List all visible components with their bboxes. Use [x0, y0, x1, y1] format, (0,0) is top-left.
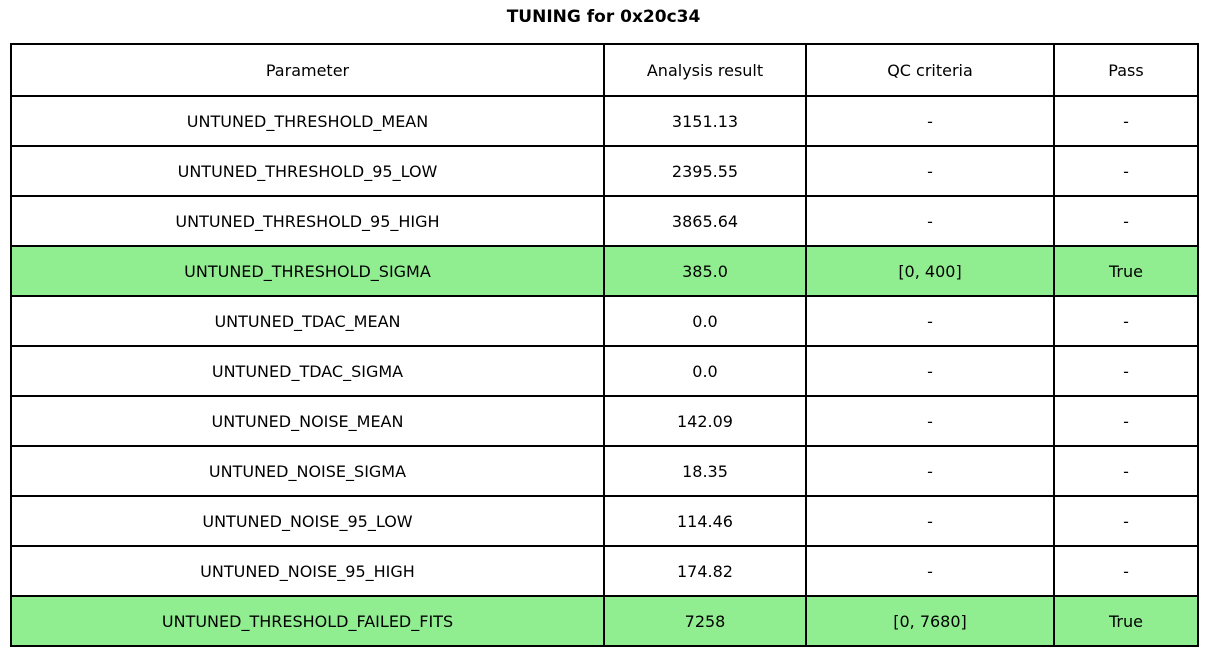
qc-criteria-cell: - — [805, 95, 1055, 147]
table-row: UNTUNED_NOISE_95_LOW 114.46- - — [10, 495, 1199, 547]
parameter-cell: UNTUNED_TDAC_MEAN — [10, 295, 605, 347]
pass-cell: - — [1053, 345, 1199, 397]
table-row: UNTUNED_NOISE_95_HIGH 174.82- - — [10, 545, 1199, 597]
qc-criteria-cell: - — [805, 295, 1055, 347]
analysis-result-cell: 2395.55 — [603, 145, 807, 197]
pass-cell: True — [1053, 245, 1199, 297]
analysis-result-cell: 3865.64 — [603, 195, 807, 247]
header-pass: Pass — [1053, 43, 1199, 97]
parameter-cell: UNTUNED_THRESHOLD_95_HIGH — [10, 195, 605, 247]
qc-criteria-cell: - — [805, 445, 1055, 497]
parameter-cell: UNTUNED_NOISE_SIGMA — [10, 445, 605, 497]
qc-table: Parameter Analysis result QC criteria Pa… — [10, 43, 1199, 647]
parameter-cell: UNTUNED_TDAC_SIGMA — [10, 345, 605, 397]
qc-criteria-cell: - — [805, 395, 1055, 447]
qc-criteria-cell: - — [805, 495, 1055, 547]
parameter-cell: UNTUNED_THRESHOLD_FAILED_FITS — [10, 595, 605, 647]
qc-criteria-cell: - — [805, 545, 1055, 597]
pass-cell: - — [1053, 495, 1199, 547]
pass-cell: - — [1053, 145, 1199, 197]
pass-cell: - — [1053, 95, 1199, 147]
parameter-cell: UNTUNED_THRESHOLD_SIGMA — [10, 245, 605, 297]
analysis-result-cell: 0.0 — [603, 295, 807, 347]
qc-criteria-cell: [0, 7680] — [805, 595, 1055, 647]
analysis-result-cell: 114.46 — [603, 495, 807, 547]
parameter-cell: UNTUNED_NOISE_95_HIGH — [10, 545, 605, 597]
qc-criteria-cell: - — [805, 145, 1055, 197]
parameter-cell: UNTUNED_THRESHOLD_95_LOW — [10, 145, 605, 197]
analysis-result-cell: 385.0 — [603, 245, 807, 297]
table-row: UNTUNED_TDAC_MEAN 0.0- - — [10, 295, 1199, 347]
header-analysis-result: Analysis result — [603, 43, 807, 97]
analysis-result-cell: 3151.13 — [603, 95, 807, 147]
pass-cell: True — [1053, 595, 1199, 647]
table-body: UNTUNED_THRESHOLD_MEAN 3151.13- - UNTUNED_T… — [10, 95, 1199, 647]
qc-criteria-cell: - — [805, 195, 1055, 247]
qc-criteria-cell: [0, 400] — [805, 245, 1055, 297]
header-parameter: Parameter — [10, 43, 605, 97]
parameter-cell: UNTUNED_NOISE_95_LOW — [10, 495, 605, 547]
analysis-result-cell: 142.09 — [603, 395, 807, 447]
header-qc-criteria: QC criteria — [805, 43, 1055, 97]
header-row: Parameter Analysis result QC criteria Pa… — [10, 43, 1199, 97]
table-row: UNTUNED_TDAC_SIGMA 0.0- - — [10, 345, 1199, 397]
pass-cell: - — [1053, 445, 1199, 497]
analysis-result-cell: 174.82 — [603, 545, 807, 597]
table-row: UNTUNED_THRESHOLD_SIGMA 385.0 [0, 400] True — [10, 245, 1199, 297]
parameter-cell: UNTUNED_THRESHOLD_MEAN — [10, 95, 605, 147]
table-row: UNTUNED_THRESHOLD_95_HIGH 3865.64- - — [10, 195, 1199, 247]
table-row: UNTUNED_THRESHOLD_MEAN 3151.13- - — [10, 95, 1199, 147]
pass-cell: - — [1053, 545, 1199, 597]
analysis-result-cell: 0.0 — [603, 345, 807, 397]
qc-criteria-cell: - — [805, 345, 1055, 397]
table-row: UNTUNED_NOISE_SIGMA 18.35- - — [10, 445, 1199, 497]
analysis-result-cell: 7258 — [603, 595, 807, 647]
pass-cell: - — [1053, 395, 1199, 447]
table-row: UNTUNED_THRESHOLD_FAILED_FITS 7258 [0, 768… — [10, 595, 1199, 647]
analysis-result-cell: 18.35 — [603, 445, 807, 497]
pass-cell: - — [1053, 295, 1199, 347]
table-row: UNTUNED_NOISE_MEAN 142.09- - — [10, 395, 1199, 447]
pass-cell: - — [1053, 195, 1199, 247]
parameter-cell: UNTUNED_NOISE_MEAN — [10, 395, 605, 447]
table-row: UNTUNED_THRESHOLD_95_LOW 2395.55- - — [10, 145, 1199, 197]
figure-title: TUNING for 0x20c34 — [506, 7, 701, 27]
